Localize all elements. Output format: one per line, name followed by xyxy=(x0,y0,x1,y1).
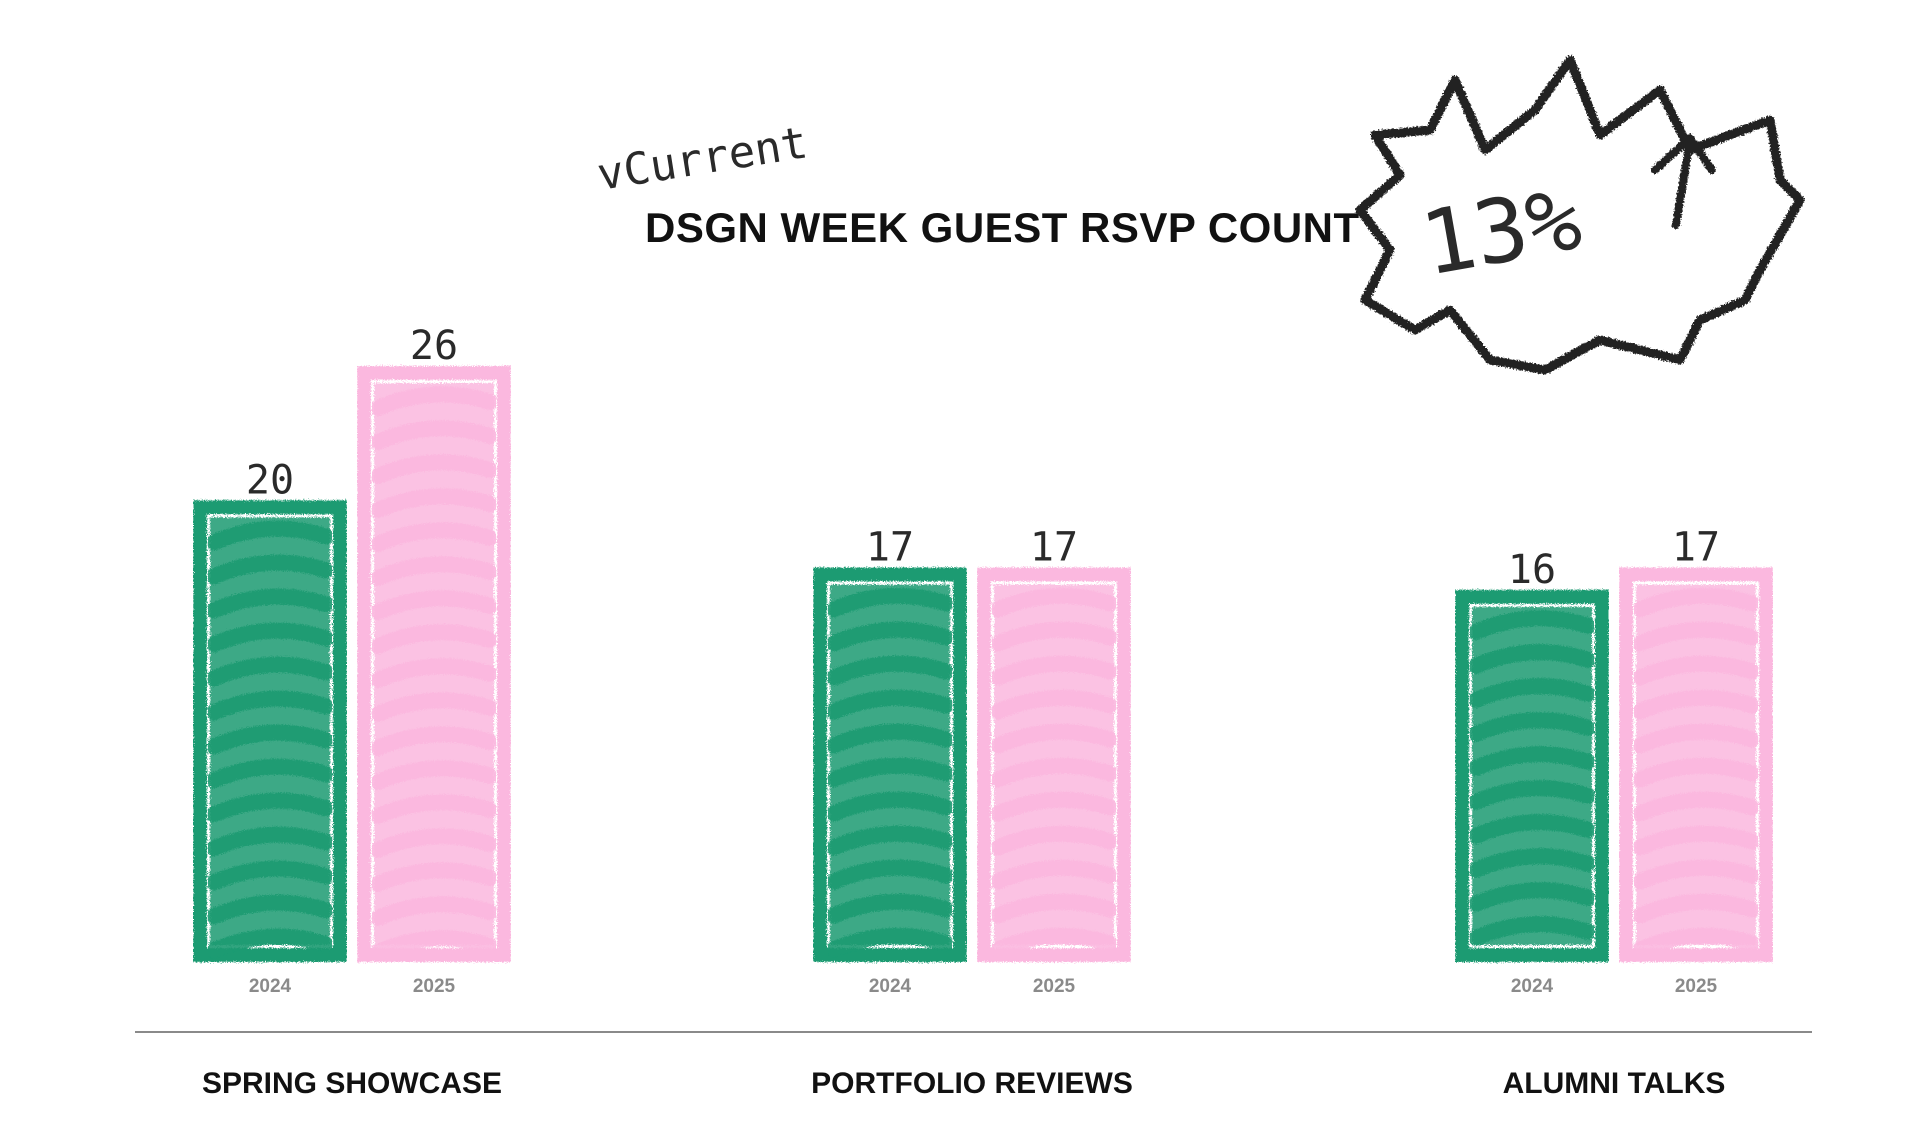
bar-group-0: 20 2024 26 2025 SPRING SHOWCASE xyxy=(193,323,511,1100)
bar-2025-1 xyxy=(977,567,1131,962)
value-label-2025-2: 17 xyxy=(1672,524,1720,570)
up-arrow-icon xyxy=(1651,134,1716,229)
bar-group-1: 17 2024 17 2025 PORTFOLIO REVIEWS xyxy=(811,524,1133,1100)
year-label-2025-1: 2025 xyxy=(1033,976,1076,997)
bars-layer: 20 2024 26 2025 SPRING SHOWCASE 17 2024 17 2025 P… xyxy=(193,323,1773,1100)
category-label-2: ALUMNI TALKS xyxy=(1503,1067,1726,1100)
growth-callout: 13% xyxy=(1355,55,1805,375)
year-label-2025-0: 2025 xyxy=(413,976,456,997)
bar-2025-2 xyxy=(1619,567,1773,962)
value-label-2024-2: 16 xyxy=(1508,547,1556,593)
value-label-2025-0: 26 xyxy=(410,323,458,369)
category-label-0: SPRING SHOWCASE xyxy=(202,1067,502,1100)
bar-group-2: 16 2024 17 2025 ALUMNI TALKS xyxy=(1455,524,1773,1100)
bar-2025-0 xyxy=(357,366,511,962)
bar-2024-1 xyxy=(813,567,967,962)
value-label-2024-0: 20 xyxy=(246,457,294,503)
bar-2024-2 xyxy=(1455,589,1609,962)
value-label-2024-1: 17 xyxy=(866,524,914,570)
starburst-shape xyxy=(1355,55,1805,375)
year-label-2024-0: 2024 xyxy=(249,976,292,997)
year-label-2025-2: 2025 xyxy=(1675,976,1718,997)
year-label-2024-2: 2024 xyxy=(1511,976,1554,997)
category-label-1: PORTFOLIO REVIEWS xyxy=(811,1067,1133,1100)
growth-percent: 13% xyxy=(1414,167,1588,296)
value-label-2025-1: 17 xyxy=(1030,524,1078,570)
chart-title: DSGN WEEK GUEST RSVP COUNT xyxy=(645,204,1360,251)
year-label-2024-1: 2024 xyxy=(869,976,912,997)
current-note: vCurrent xyxy=(594,117,811,201)
bar-2024-0 xyxy=(193,500,347,962)
